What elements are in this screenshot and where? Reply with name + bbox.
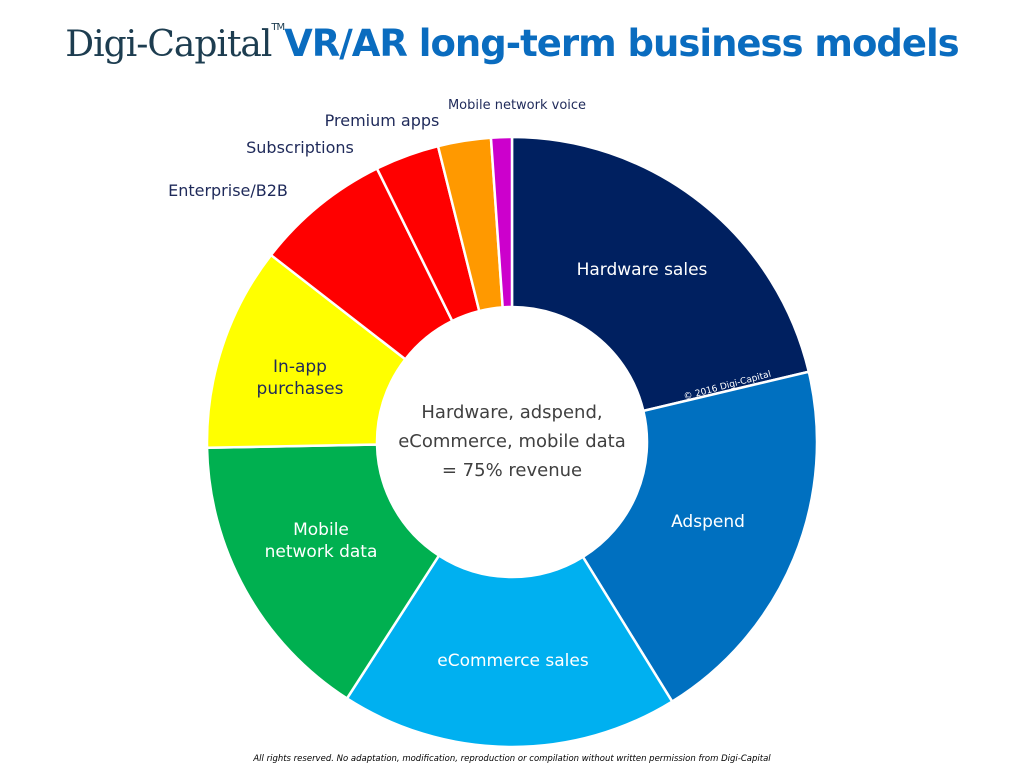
slice-label-line: Mobile [293,520,349,540]
slice-label-line: network data [265,542,378,562]
footer-copyright: All rights reserved. No adaptation, modi… [253,754,771,764]
slice-label-line: Adspend [671,512,745,532]
slice-label: Mobile network data [265,520,378,562]
slice-ecommerce-sales [345,553,674,749]
chart-title: Digi-CapitalTMVR/AR long-term business m… [0,22,1024,65]
slice-label-line: Premium apps [325,111,440,130]
slice-label: Hardware sales [577,260,708,280]
slice-label-line: In-app [273,357,327,377]
slice-label-line: purchases [257,379,344,399]
brand-logo: Digi-Capital [65,24,272,65]
slice-label: eCommerce sales [437,651,589,671]
title-text: VR/AR long-term business models [284,22,960,65]
slice-label-line: Mobile network voice [448,98,586,113]
center-text-line: = 75% revenue [442,460,582,481]
slice-mobile-network-data [205,443,441,701]
slice-label: Premium apps [325,111,440,130]
center-text-line: Hardware, adspend, [421,402,602,423]
slice-hardware-sales [510,135,811,413]
slice-label-line: Subscriptions [246,138,354,157]
slice-adspend [581,370,819,704]
slice-mobile-network-voice [489,135,514,309]
slice-label: Adspend [671,512,745,532]
slice-in-app-purchases [205,253,408,450]
slice-label-line: Enterprise/B2B [168,181,288,200]
center-text-line: eCommerce, mobile data [398,431,626,452]
slice-label: Subscriptions [246,138,354,157]
trademark: TM [271,22,285,33]
slice-label: Enterprise/B2B [168,181,288,200]
slice-label: In-app purchases [257,357,344,399]
slice-label-line: eCommerce sales [437,651,589,671]
slice-label: Mobile network voice [448,98,586,113]
slice-label-line: Hardware sales [577,260,708,280]
center-text: Hardware, adspend, eCommerce, mobile data… [398,402,626,481]
